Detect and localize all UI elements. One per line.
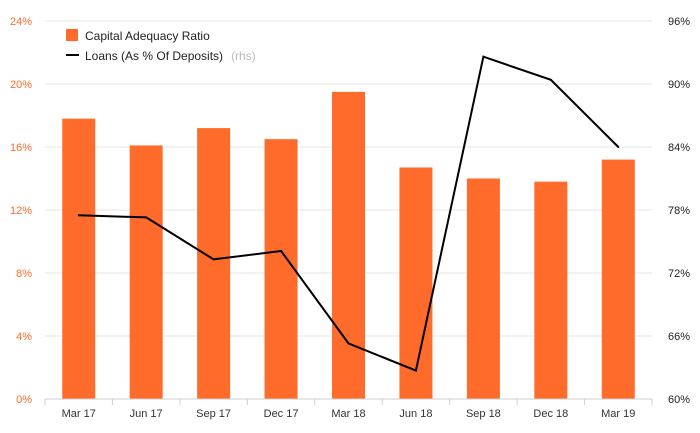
- bar: [534, 181, 568, 399]
- left-tick-label: 0%: [16, 394, 32, 406]
- right-tick-label: 90%: [668, 79, 690, 91]
- line-point: [482, 55, 485, 58]
- line-point: [414, 369, 417, 372]
- legend-label-line-suffix: (rhs): [231, 49, 256, 63]
- line-point: [77, 214, 80, 217]
- line-point: [617, 146, 620, 148]
- x-tick-label: Jun 17: [130, 408, 163, 420]
- line-series: [77, 55, 620, 372]
- left-tick-label: 8%: [16, 268, 32, 280]
- right-tick-label: 72%: [668, 268, 690, 280]
- left-tick-label: 16%: [10, 142, 32, 154]
- left-tick-label: 24%: [10, 16, 32, 28]
- bar: [466, 178, 500, 399]
- legend-swatch-bar: [66, 29, 78, 41]
- left-tick-label: 12%: [10, 205, 32, 217]
- line-point: [145, 216, 148, 219]
- right-tick-label: 66%: [668, 331, 690, 343]
- bar: [62, 118, 96, 400]
- left-tick-label: 4%: [16, 331, 32, 343]
- line-point: [347, 342, 350, 345]
- line-point: [212, 258, 215, 261]
- bar-series: [62, 91, 635, 400]
- bar: [197, 128, 231, 399]
- line-point: [549, 78, 552, 81]
- bar: [601, 159, 635, 399]
- legend-label-line: Loans (As % Of Deposits): [85, 49, 223, 63]
- x-tick-label: Dec 18: [533, 408, 568, 420]
- bar: [399, 167, 433, 399]
- legend-label-bar: Capital Adequacy Ratio: [85, 29, 210, 43]
- x-tick-label: Sep 18: [466, 408, 501, 420]
- legend-label-line-group: Loans (As % Of Deposits) (rhs): [85, 47, 256, 64]
- x-tick-label: Mar 18: [331, 408, 365, 420]
- axes: 0% 4% 8% 12% 16% 20% 24% 60% 66% 72% 78% 84% 90% 96% M…: [10, 16, 690, 420]
- bar: [332, 91, 365, 399]
- line-point: [280, 249, 283, 252]
- x-tick-label: Jun 18: [399, 408, 432, 420]
- right-tick-label: 84%: [668, 142, 690, 154]
- right-tick-label: 78%: [668, 205, 690, 217]
- legend: Capital Adequacy Ratio Loans (As % Of De…: [66, 29, 256, 64]
- x-tick-label: Mar 17: [62, 408, 96, 420]
- right-tick-label: 60%: [668, 394, 690, 406]
- x-tick-label: Sep 17: [196, 408, 231, 420]
- left-tick-label: 20%: [10, 79, 32, 91]
- bar: [264, 139, 298, 399]
- x-tick-label: Mar 19: [601, 408, 635, 420]
- bar: [129, 145, 163, 399]
- right-tick-label: 96%: [668, 16, 690, 28]
- x-tick-label: Dec 17: [264, 408, 299, 420]
